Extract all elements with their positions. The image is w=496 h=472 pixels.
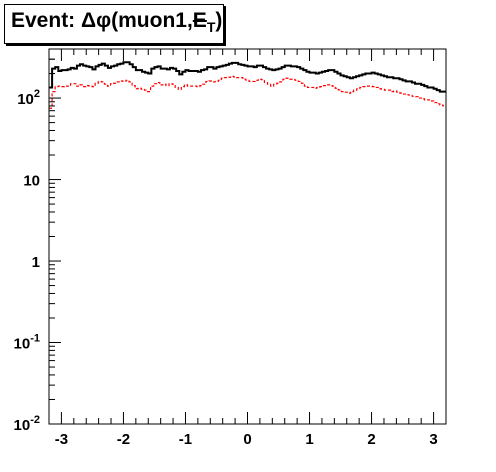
x-tick-label: 3	[429, 431, 437, 448]
y-tick-label: 102	[17, 88, 40, 108]
x-tick-label: -3	[55, 431, 68, 448]
y-tick-label: 1	[32, 254, 40, 271]
y-tick-label: 10-1	[14, 333, 40, 353]
title-met: E	[192, 9, 207, 32]
plot-frame	[48, 48, 447, 425]
axis-layer: -3 -2 -1 0 1 2 3 102 10 1 10-1 10-2	[14, 48, 447, 448]
x-tick-label: 0	[243, 431, 251, 448]
x-tick-label: 2	[367, 431, 375, 448]
series-1-line	[49, 75, 446, 109]
chart-title: Event: Δφ(muon1,ET)	[11, 9, 222, 35]
title-box: Event: Δφ(muon1,ET)	[4, 4, 224, 44]
title-suffix: )	[215, 9, 223, 32]
y-tick-label: 10-2	[14, 414, 40, 434]
series-0-line	[49, 61, 446, 93]
x-tick-label: -1	[179, 431, 192, 448]
series-layer	[49, 61, 446, 109]
x-tick-label: 1	[305, 431, 313, 448]
y-tick-label: 10	[23, 173, 40, 190]
x-tick-label: -2	[117, 431, 130, 448]
title-met-subscript: T	[206, 19, 216, 36]
title-prefix: Event: Δφ(muon1,	[11, 9, 193, 32]
